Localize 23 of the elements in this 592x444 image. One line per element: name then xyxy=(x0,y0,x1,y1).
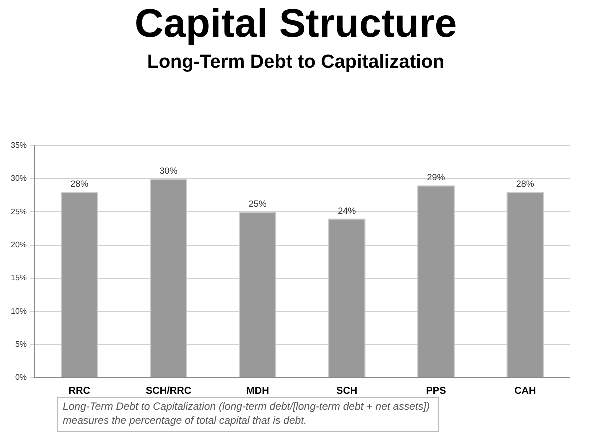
x-tick-label: MDH xyxy=(246,386,270,397)
data-label: 28% xyxy=(70,179,89,190)
x-tick-label: SCH xyxy=(336,386,358,397)
chart-title: Capital Structure xyxy=(134,2,458,47)
y-tick-label: 20% xyxy=(10,240,28,250)
y-tick-label: 5% xyxy=(15,340,28,350)
y-tick-label: 25% xyxy=(10,207,28,216)
y-tick-label: 15% xyxy=(10,274,28,283)
data-label: 25% xyxy=(248,199,267,210)
x-tick-label: RRC xyxy=(68,386,90,397)
data-label: 28% xyxy=(516,179,534,190)
data-label: 30% xyxy=(160,166,178,176)
x-tick-label: PPS xyxy=(426,386,447,397)
y-tick-label: 0% xyxy=(15,373,28,382)
x-tick-label: CAH xyxy=(514,386,536,397)
data-label: 24% xyxy=(338,206,356,216)
y-tick-label: 35% xyxy=(10,141,28,150)
x-tick-label: SCH/RRC xyxy=(146,386,192,397)
data-label: 29% xyxy=(427,172,446,183)
y-tick-label: 30% xyxy=(10,174,28,184)
chart-subtitle: Long-Term Debt to Capitalization xyxy=(146,52,446,74)
y-tick-label: 10% xyxy=(10,306,28,316)
text: Long-Term Debt to Capitalization (long-term debt/[long-term debt + net assets]) measures the percentage of total capital that is debt. xyxy=(57,397,439,432)
